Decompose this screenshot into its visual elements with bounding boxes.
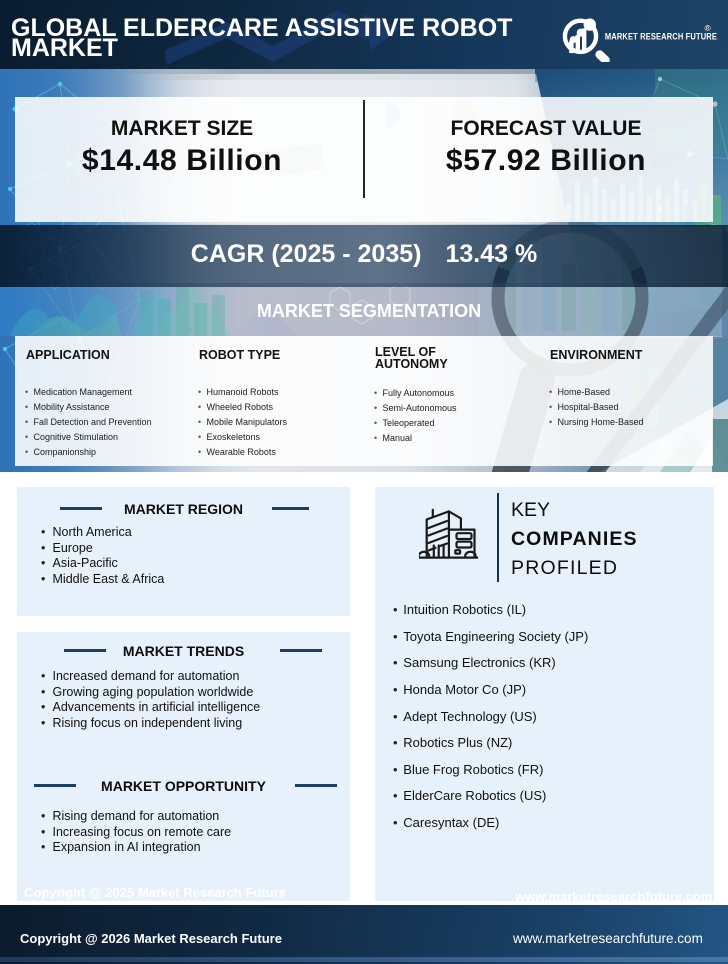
svg-text:®: ® [705, 23, 712, 33]
svg-text:MARKET RESEARCH FUTURE: MARKET RESEARCH FUTURE [605, 31, 717, 42]
